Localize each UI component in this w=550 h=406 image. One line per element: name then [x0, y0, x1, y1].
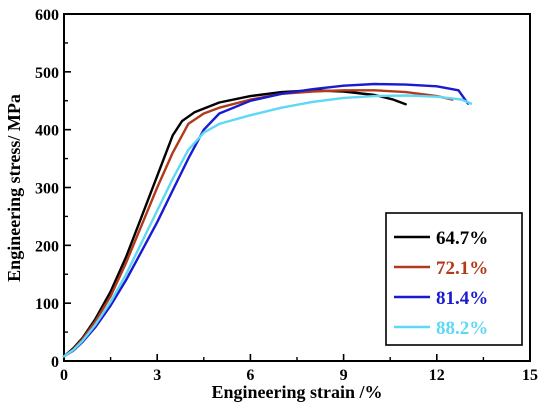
y-tick-label: 100 [35, 296, 59, 313]
y-tick-label: 0 [51, 354, 59, 371]
legend: 64.7% 72.1% 81.4% 88.2% [385, 212, 523, 346]
series-line-88-2- [62, 94, 473, 358]
y-tick-label: 600 [35, 7, 59, 24]
series-line-81-4- [62, 82, 470, 358]
y-tick-label: 500 [35, 65, 59, 82]
x-tick-label: 3 [153, 367, 161, 384]
legend-label: 72.1% [436, 258, 488, 279]
x-tick-label: 12 [429, 367, 445, 384]
legend-label: 81.4% [436, 288, 488, 309]
legend-label: 88.2% [436, 318, 488, 339]
y-tick-label: 300 [35, 181, 59, 198]
legend-label: 64.7% [436, 228, 488, 249]
series-line-72-1- [62, 89, 454, 358]
legend-box [385, 212, 523, 346]
y-tick-label: 200 [35, 238, 59, 255]
series-layer [62, 82, 473, 358]
x-tick-label: 6 [246, 367, 254, 384]
y-axis-label: Engineering stress/ MPa [4, 94, 24, 282]
x-tick-label: 0 [60, 367, 68, 384]
x-axis-label: Engineering strain /% [211, 382, 382, 402]
y-tick-label: 400 [35, 123, 59, 140]
x-tick-label: 9 [340, 367, 348, 384]
series-line-64-7- [62, 89, 407, 358]
x-tick-label: 15 [522, 367, 538, 384]
axes-layer: 0 3 6 9 12 15 0 100 200 300 400 500 600 [35, 7, 538, 384]
